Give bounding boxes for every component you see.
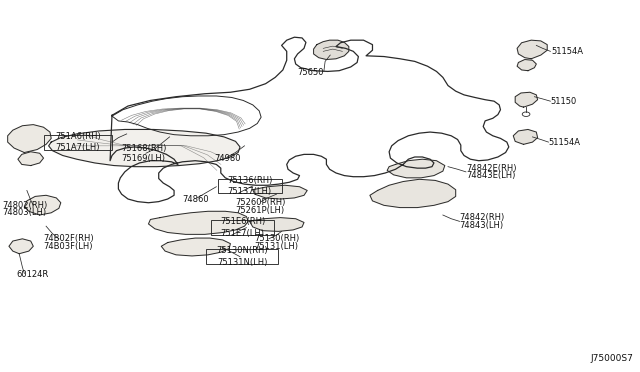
Polygon shape bbox=[250, 218, 304, 231]
Text: 74842(RH): 74842(RH) bbox=[460, 213, 505, 222]
Polygon shape bbox=[161, 238, 230, 256]
Text: 51154A: 51154A bbox=[548, 138, 580, 147]
Polygon shape bbox=[148, 211, 248, 234]
Text: 75169(LH): 75169(LH) bbox=[122, 154, 166, 163]
Bar bbox=[44, 135, 112, 150]
Polygon shape bbox=[515, 92, 538, 107]
Text: 74980: 74980 bbox=[214, 154, 241, 163]
Text: 74B03F(LH): 74B03F(LH) bbox=[44, 242, 93, 251]
Text: 74843(LH): 74843(LH) bbox=[460, 221, 504, 230]
Polygon shape bbox=[513, 129, 538, 144]
Text: 75650: 75650 bbox=[298, 68, 324, 77]
Text: 75261P(LH): 75261P(LH) bbox=[236, 206, 285, 215]
Text: 75130(RH): 75130(RH) bbox=[255, 234, 300, 243]
Text: J75000S7: J75000S7 bbox=[591, 354, 634, 363]
Text: 51154A: 51154A bbox=[552, 47, 584, 56]
Bar bbox=[206, 249, 278, 264]
Polygon shape bbox=[517, 60, 536, 71]
Polygon shape bbox=[24, 195, 61, 215]
Text: 74843E(LH): 74843E(LH) bbox=[466, 171, 515, 180]
Polygon shape bbox=[314, 40, 349, 60]
Text: 74860: 74860 bbox=[182, 195, 209, 203]
Bar bbox=[211, 220, 274, 235]
Polygon shape bbox=[517, 40, 547, 59]
Text: 51150: 51150 bbox=[550, 97, 577, 106]
Polygon shape bbox=[387, 159, 445, 178]
Text: 751E6(RH)
751E7(LH): 751E6(RH) 751E7(LH) bbox=[220, 218, 265, 238]
Polygon shape bbox=[253, 185, 307, 199]
Polygon shape bbox=[8, 125, 51, 153]
Bar bbox=[218, 179, 282, 193]
Polygon shape bbox=[370, 179, 456, 208]
Polygon shape bbox=[18, 152, 44, 166]
Text: 75131(LH): 75131(LH) bbox=[255, 242, 299, 251]
Polygon shape bbox=[9, 239, 33, 254]
Text: 75168(RH): 75168(RH) bbox=[122, 144, 167, 153]
Text: 75130N(RH)
75131N(LH): 75130N(RH) 75131N(LH) bbox=[216, 247, 268, 267]
Text: 75260P(RH): 75260P(RH) bbox=[236, 198, 286, 207]
Polygon shape bbox=[49, 129, 240, 167]
Text: 751A6(RH)
751A7(LH): 751A6(RH) 751A7(LH) bbox=[55, 132, 100, 152]
Text: 74803(LH): 74803(LH) bbox=[2, 208, 46, 217]
Text: 75136(RH)
75137(LH): 75136(RH) 75137(LH) bbox=[227, 176, 272, 196]
Text: 74B02F(RH): 74B02F(RH) bbox=[44, 234, 94, 243]
Text: 74842E(RH): 74842E(RH) bbox=[466, 164, 516, 173]
Text: 60124R: 60124R bbox=[16, 270, 48, 279]
Text: 74802(RH): 74802(RH) bbox=[2, 201, 47, 210]
